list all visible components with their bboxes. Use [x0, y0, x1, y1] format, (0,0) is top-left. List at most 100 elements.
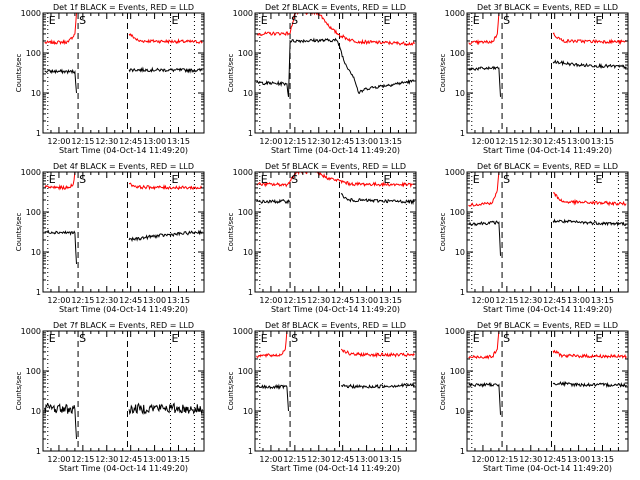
x-tick-label: 12:45 — [543, 455, 566, 464]
x-tick-label: 13:15 — [379, 137, 402, 146]
x-tick-label: 12:00 — [471, 137, 494, 146]
y-axis-label: Counts/sec — [15, 54, 23, 93]
y-axis-label: Counts/sec — [15, 213, 23, 252]
x-tick-label: 12:30 — [307, 455, 330, 464]
x-tick-label: 12:00 — [47, 455, 70, 464]
x-tick-label: 12:30 — [307, 296, 330, 305]
events-series-line — [468, 59, 627, 97]
event-marker-label: E — [596, 173, 603, 186]
lld-series-line — [44, 172, 203, 191]
panel-3: Det 3f BLACK = Events, RED = LLD E S E 1 10 10… — [439, 3, 629, 155]
x-axis-label: Start Time (04-Oct-14 11:49:20) — [483, 305, 612, 314]
y-tick-label: 100 — [238, 367, 253, 376]
panel-title: Det 4f BLACK = Events, RED = LLD — [53, 162, 194, 171]
x-tick-label: 13:15 — [591, 455, 614, 464]
x-tick-label: 13:00 — [355, 455, 378, 464]
event-marker-label: S — [503, 332, 510, 345]
x-axis-label: Start Time (04-Oct-14 11:49:20) — [483, 146, 612, 155]
x-tick-label: 12:45 — [119, 137, 142, 146]
y-tick-label: 1 — [460, 288, 465, 297]
event-marker-label: S — [291, 14, 298, 27]
panel-frame — [466, 12, 629, 134]
events-series-line — [44, 66, 203, 94]
y-tick-label: 10 — [455, 407, 465, 416]
x-tick-label: 13:15 — [167, 296, 190, 305]
x-tick-label: 13:15 — [167, 137, 190, 146]
event-marker-label: S — [503, 14, 510, 27]
y-tick-label: 10 — [455, 89, 465, 98]
panel-title: Det 9f BLACK = Events, RED = LLD — [477, 321, 618, 330]
panel-title: Det 2f BLACK = Events, RED = LLD — [265, 3, 406, 12]
event-marker-label: E — [261, 14, 268, 27]
y-axis-label: Counts/sec — [439, 213, 447, 252]
x-tick-label: 13:00 — [143, 296, 166, 305]
panel-7: Det 7f BLACK = Events, RED = LLD E S E 1 10 10… — [15, 321, 205, 473]
x-axis-label: Start Time (04-Oct-14 11:49:20) — [59, 146, 188, 155]
panel-frame — [466, 330, 629, 452]
panel-plot-area — [468, 331, 627, 451]
event-marker-label: E — [172, 332, 179, 345]
events-series-line — [44, 229, 203, 265]
lld-series-line — [256, 331, 415, 359]
y-axis-label: Counts/sec — [439, 372, 447, 411]
x-tick-label: 12:15 — [71, 296, 94, 305]
event-marker-label: E — [596, 332, 603, 345]
y-tick-label: 100 — [238, 208, 253, 217]
x-tick-label: 12:15 — [495, 137, 518, 146]
y-axis-label: Counts/sec — [439, 54, 447, 93]
x-tick-label: 13:00 — [143, 137, 166, 146]
event-marker-label: E — [261, 173, 268, 186]
y-tick-label: 100 — [238, 49, 253, 58]
y-tick-label: 10 — [31, 407, 41, 416]
x-tick-label: 12:00 — [47, 296, 70, 305]
x-tick-label: 12:45 — [331, 296, 354, 305]
y-tick-label: 1000 — [233, 168, 253, 177]
x-axis-label: Start Time (04-Oct-14 11:49:20) — [483, 464, 612, 473]
x-tick-label: 12:45 — [543, 137, 566, 146]
event-marker-label: S — [291, 173, 298, 186]
y-tick-label: 1 — [248, 129, 253, 138]
y-tick-label: 1000 — [233, 9, 253, 18]
panel-1: Det 1f BLACK = Events, RED = LLD E S E 1 10 10… — [15, 3, 205, 155]
lld-series-line — [44, 13, 203, 46]
event-marker-label: E — [384, 332, 391, 345]
x-tick-label: 12:30 — [307, 137, 330, 146]
event-marker-label: E — [49, 14, 56, 27]
y-axis-label: Counts/sec — [227, 372, 235, 411]
event-marker-label: E — [49, 173, 56, 186]
x-tick-label: 12:00 — [259, 455, 282, 464]
panel-plot-area — [468, 13, 627, 133]
x-tick-label: 12:00 — [259, 137, 282, 146]
y-tick-label: 1 — [460, 447, 465, 456]
y-tick-label: 1 — [248, 288, 253, 297]
event-marker-label: E — [473, 14, 480, 27]
events-series-line — [468, 380, 627, 415]
x-tick-label: 12:30 — [519, 137, 542, 146]
y-tick-label: 1 — [36, 129, 41, 138]
panel-title: Det 6f BLACK = Events, RED = LLD — [477, 162, 618, 171]
x-tick-label: 12:15 — [71, 137, 94, 146]
x-tick-label: 12:45 — [331, 455, 354, 464]
panel-plot-area — [44, 172, 203, 292]
y-axis-label: Counts/sec — [227, 54, 235, 93]
x-tick-label: 12:00 — [471, 455, 494, 464]
events-series-line — [44, 402, 203, 440]
panel-4: Det 4f BLACK = Events, RED = LLD E S E 1 10 10… — [15, 162, 205, 314]
lld-series-line — [256, 172, 415, 188]
panel-plot-area — [256, 331, 415, 451]
event-marker-label: E — [384, 173, 391, 186]
x-tick-label: 12:15 — [71, 455, 94, 464]
y-tick-label: 100 — [450, 49, 465, 58]
y-tick-label: 10 — [31, 89, 41, 98]
x-tick-label: 12:15 — [495, 455, 518, 464]
y-tick-label: 1000 — [21, 9, 41, 18]
x-tick-label: 12:45 — [543, 296, 566, 305]
x-tick-label: 13:15 — [591, 137, 614, 146]
x-tick-label: 13:15 — [379, 455, 402, 464]
event-marker-label: E — [261, 332, 268, 345]
x-axis-label: Start Time (04-Oct-14 11:49:20) — [59, 305, 188, 314]
x-tick-label: 13:15 — [379, 296, 402, 305]
panel-frame — [254, 330, 417, 452]
x-tick-label: 13:00 — [567, 137, 590, 146]
